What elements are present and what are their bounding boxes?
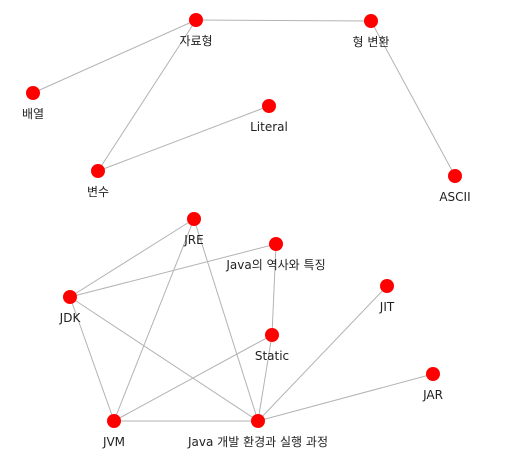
edge-jre-jvm: [113, 218, 195, 422]
node-dot-jvm[interactable]: [107, 414, 121, 428]
node-jre[interactable]: JRE: [183, 212, 204, 247]
node-label-jdk: JDK: [59, 311, 82, 325]
edge-jaryohyeong-byeonsu: [97, 19, 197, 172]
edge-jit-java-dev-env: [257, 285, 388, 422]
node-label-baeyeol: 배열: [22, 107, 44, 121]
node-dot-static[interactable]: [265, 328, 279, 342]
node-dot-jre[interactable]: [187, 212, 201, 226]
node-label-byeonsu: 변수: [87, 185, 109, 199]
edge-jre-jdk: [69, 218, 195, 298]
node-jvm[interactable]: JVM: [102, 414, 125, 449]
node-dot-jdk[interactable]: [63, 290, 77, 304]
edge-static-java-dev-env: [257, 334, 273, 422]
node-dot-jit[interactable]: [380, 279, 394, 293]
node-dot-byeonsu[interactable]: [91, 164, 105, 178]
node-label-java-dev-env: Java 개발 환경과 실행 과정: [187, 434, 328, 449]
edge-jdk-jvm: [69, 296, 115, 422]
node-dot-literal[interactable]: [262, 99, 276, 113]
node-dot-java-dev-env[interactable]: [251, 414, 265, 428]
node-dot-jar[interactable]: [426, 367, 440, 381]
node-java-dev-env[interactable]: Java 개발 환경과 실행 과정: [187, 414, 328, 449]
edge-jaryohyeong-hyeongbyeonhwan: [195, 19, 372, 22]
node-label-literal: Literal: [250, 120, 288, 134]
node-label-jar: JAR: [422, 388, 443, 402]
node-label-hyeongbyeonhwan: 형 변환: [353, 35, 390, 49]
node-literal[interactable]: Literal: [250, 99, 288, 134]
edge-jvm-static: [113, 334, 273, 422]
node-label-static: Static: [255, 349, 289, 363]
node-dot-hyeongbyeonhwan[interactable]: [364, 14, 378, 28]
node-jit[interactable]: JIT: [379, 279, 395, 314]
node-label-jaryohyeong: 자료형: [179, 34, 212, 48]
node-jar[interactable]: JAR: [422, 367, 443, 402]
edge-literal-byeonsu: [97, 105, 270, 172]
node-dot-ascii[interactable]: [448, 169, 462, 183]
node-hyeongbyeonhwan[interactable]: 형 변환: [353, 14, 390, 49]
edge-jar-java-dev-env: [257, 373, 434, 422]
node-dot-java-history[interactable]: [269, 237, 283, 251]
node-dot-jaryohyeong[interactable]: [189, 13, 203, 27]
node-dot-baeyeol[interactable]: [26, 86, 40, 100]
node-label-jit: JIT: [379, 300, 395, 314]
node-ascii[interactable]: ASCII: [439, 169, 471, 204]
edge-layer: [32, 19, 456, 422]
node-baeyeol[interactable]: 배열: [22, 86, 44, 121]
edge-jaryohyeong-baeyeol: [32, 19, 197, 94]
node-jdk[interactable]: JDK: [59, 290, 82, 325]
edge-hyeongbyeonhwan-ascii: [370, 20, 456, 177]
node-jaryohyeong[interactable]: 자료형: [179, 13, 213, 48]
edge-jre-java-dev-env: [193, 218, 259, 422]
node-label-java-history: Java의 역사와 특징: [225, 258, 325, 272]
node-byeonsu[interactable]: 변수: [87, 164, 109, 199]
edge-java-history-static: [271, 243, 277, 336]
edge-java-history-jdk: [69, 243, 277, 298]
node-java-history[interactable]: Java의 역사와 특징: [225, 237, 326, 272]
node-label-jre: JRE: [183, 233, 203, 247]
edge-jdk-java-dev-env: [69, 296, 259, 422]
node-label-ascii: ASCII: [439, 190, 470, 204]
node-label-jvm: JVM: [102, 435, 125, 449]
node-static[interactable]: Static: [255, 328, 289, 363]
